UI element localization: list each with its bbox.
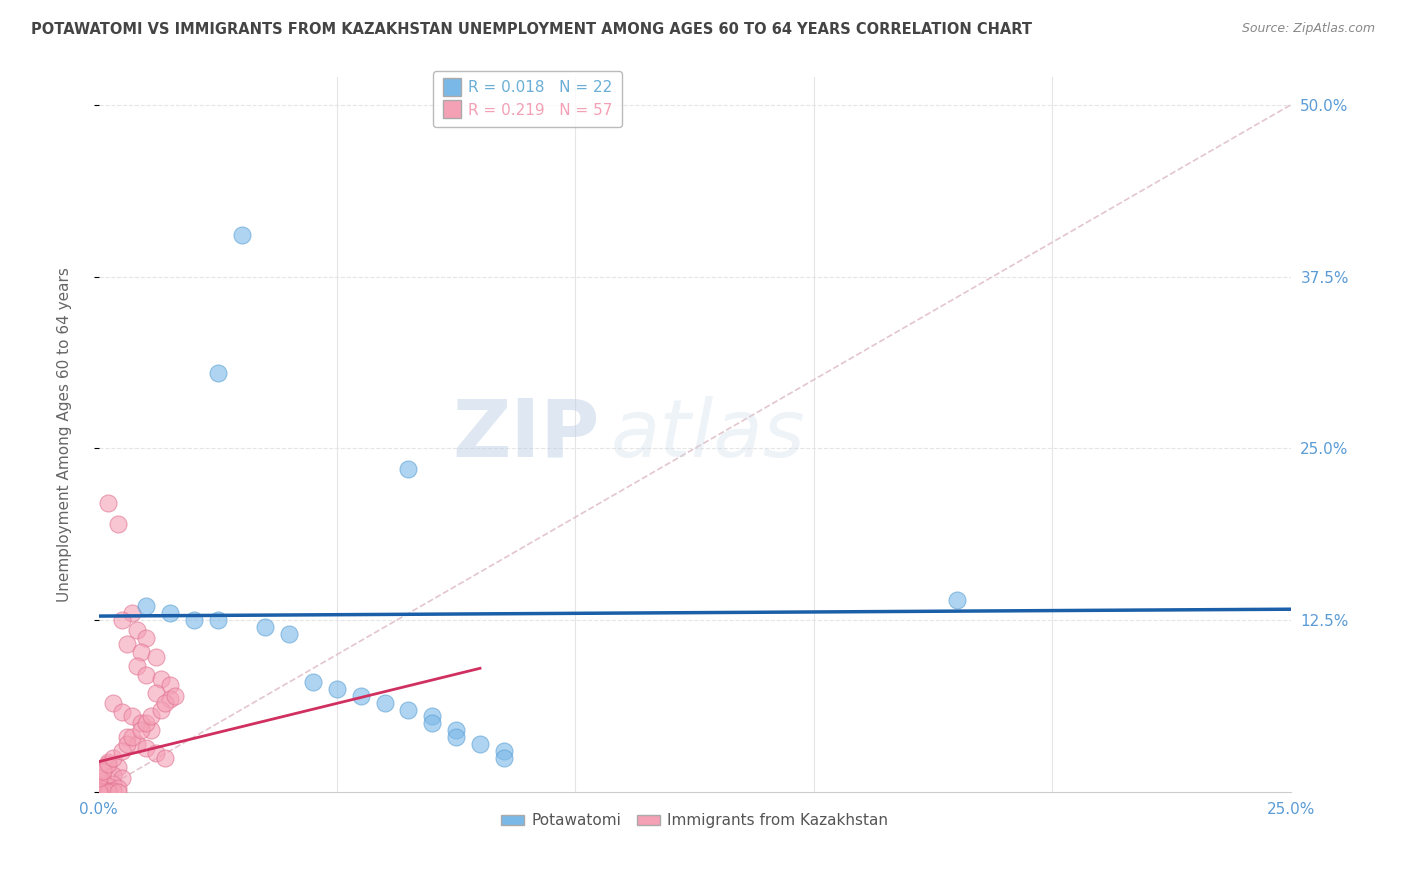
Point <box>492 744 515 758</box>
Point <box>398 462 420 476</box>
Point <box>444 723 467 738</box>
Point <box>135 741 157 756</box>
Point <box>468 737 491 751</box>
Point <box>254 620 277 634</box>
Point <box>159 678 181 692</box>
Point <box>107 516 129 531</box>
Point <box>145 650 167 665</box>
Point <box>101 777 124 791</box>
Point <box>101 783 124 797</box>
Point <box>131 723 153 738</box>
Point <box>135 631 157 645</box>
Point <box>111 744 134 758</box>
Point <box>121 709 143 723</box>
Text: Source: ZipAtlas.com: Source: ZipAtlas.com <box>1241 22 1375 36</box>
Point <box>444 730 467 744</box>
Point <box>131 645 153 659</box>
Point <box>350 689 373 703</box>
Point <box>97 755 120 769</box>
Point <box>87 778 110 792</box>
Point <box>97 780 120 794</box>
Point <box>111 771 134 785</box>
Point <box>278 627 301 641</box>
Point <box>87 785 110 799</box>
Point <box>135 599 157 614</box>
Point <box>374 696 396 710</box>
Legend: Potawatomi, Immigrants from Kazakhstan: Potawatomi, Immigrants from Kazakhstan <box>495 807 894 834</box>
Point <box>97 496 120 510</box>
Point <box>97 757 120 772</box>
Point <box>125 623 148 637</box>
Point <box>111 706 134 720</box>
Point <box>163 689 186 703</box>
Point <box>159 607 181 621</box>
Point <box>155 696 177 710</box>
Point <box>149 673 172 687</box>
Point <box>125 658 148 673</box>
Point <box>115 636 138 650</box>
Point <box>492 750 515 764</box>
Point <box>131 716 153 731</box>
Point <box>326 681 349 696</box>
Point <box>107 760 129 774</box>
Point <box>91 785 114 799</box>
Point <box>87 783 110 797</box>
Point <box>183 613 205 627</box>
Point <box>420 716 443 731</box>
Y-axis label: Unemployment Among Ages 60 to 64 years: Unemployment Among Ages 60 to 64 years <box>58 268 72 602</box>
Point <box>115 730 138 744</box>
Point <box>101 750 124 764</box>
Point <box>398 702 420 716</box>
Point <box>91 774 114 789</box>
Point <box>121 730 143 744</box>
Point <box>107 785 129 799</box>
Point <box>155 750 177 764</box>
Point <box>145 686 167 700</box>
Point <box>135 716 157 731</box>
Point <box>145 747 167 761</box>
Text: ZIP: ZIP <box>451 396 599 474</box>
Point <box>91 764 114 779</box>
Point <box>207 366 229 380</box>
Point <box>107 780 129 795</box>
Point <box>111 613 134 627</box>
Point <box>97 783 120 797</box>
Text: POTAWATOMI VS IMMIGRANTS FROM KAZAKHSTAN UNEMPLOYMENT AMONG AGES 60 TO 64 YEARS : POTAWATOMI VS IMMIGRANTS FROM KAZAKHSTAN… <box>31 22 1032 37</box>
Point <box>101 768 124 782</box>
Point <box>149 702 172 716</box>
Point <box>135 668 157 682</box>
Point <box>125 737 148 751</box>
Point <box>115 737 138 751</box>
Point <box>139 709 162 723</box>
Point <box>87 771 110 785</box>
Point <box>139 723 162 738</box>
Text: atlas: atlas <box>612 396 806 474</box>
Point <box>101 696 124 710</box>
Point <box>231 228 253 243</box>
Point <box>91 764 114 779</box>
Point <box>121 607 143 621</box>
Point <box>91 782 114 797</box>
Point <box>159 691 181 706</box>
Point <box>207 613 229 627</box>
Point <box>420 709 443 723</box>
Point <box>302 675 325 690</box>
Point <box>946 592 969 607</box>
Point <box>97 785 120 799</box>
Point <box>87 780 110 795</box>
